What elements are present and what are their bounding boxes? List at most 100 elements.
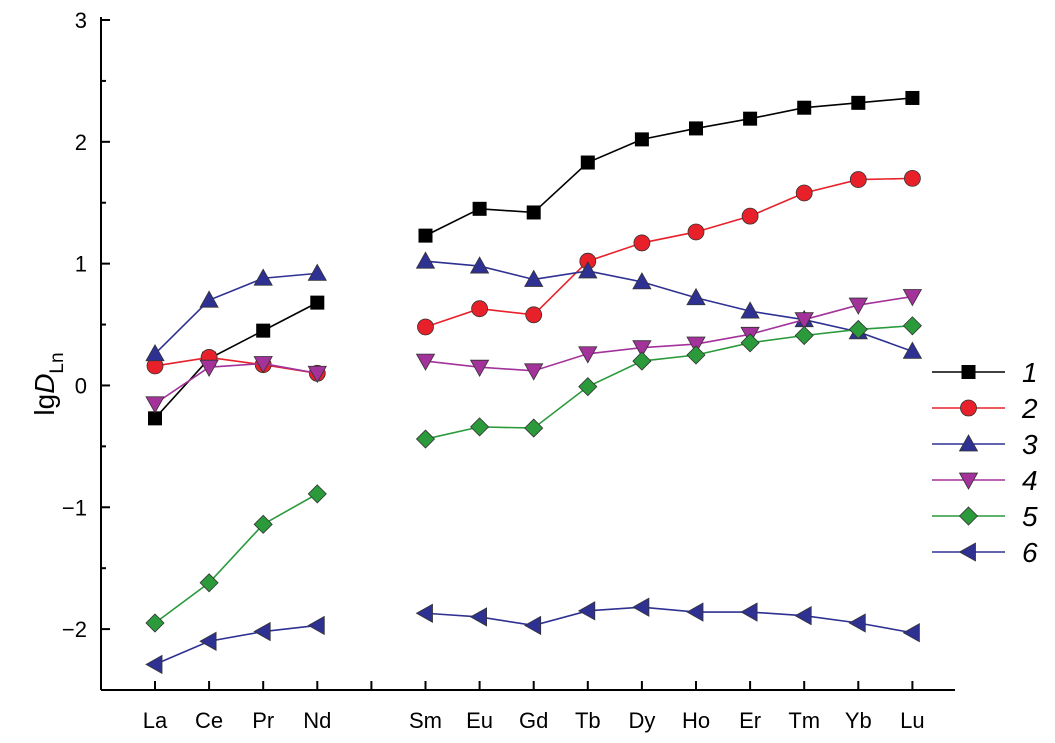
series-6-point — [902, 623, 920, 643]
series-6-point — [794, 606, 812, 626]
series-1-point — [418, 228, 433, 243]
x-tick-label: Tm — [788, 708, 820, 733]
series-4-point — [253, 356, 273, 374]
series-1-point — [689, 121, 703, 136]
series-5-point — [740, 333, 760, 353]
series-2-point — [687, 223, 705, 241]
series-5-point — [415, 429, 436, 449]
series-5-point — [794, 325, 814, 346]
series-3-point — [524, 269, 544, 287]
series-5-point — [199, 573, 219, 593]
y-tick-label: 0 — [75, 373, 87, 398]
series-3-line — [154, 272, 318, 355]
series-1-line — [154, 301, 318, 419]
series-1-point — [472, 201, 487, 216]
series-3-point — [415, 251, 436, 269]
series-6 — [145, 597, 920, 675]
series-5-line — [425, 324, 913, 440]
series-1 — [148, 90, 920, 426]
series-4-point — [524, 363, 544, 381]
legend-marker-1 — [961, 365, 976, 379]
series-4-point — [415, 353, 436, 371]
legend-marker-2 — [960, 399, 977, 417]
series-4-point — [794, 312, 814, 330]
series-3-point — [469, 256, 490, 274]
series-1-point — [797, 100, 812, 115]
x-tick-label: Pr — [252, 708, 274, 733]
series-3-point — [632, 272, 652, 290]
series-2-point — [904, 169, 921, 187]
series-5-point — [578, 377, 598, 397]
series-4-point — [307, 365, 327, 384]
x-tick-label: La — [143, 708, 168, 733]
series-4-point — [632, 340, 652, 358]
series-6-point — [848, 613, 866, 633]
x-tick-label: Lu — [900, 708, 924, 733]
series-3-point — [740, 301, 760, 319]
legend-label-2: 2 — [1021, 393, 1038, 424]
x-tick-label: Sm — [409, 708, 442, 733]
legend-marker-4 — [958, 472, 979, 490]
series-1-line — [425, 97, 913, 237]
series-2-point — [525, 306, 543, 324]
y-ticks: −2 −1 0 1 2 3 — [62, 8, 110, 642]
series-1-point — [743, 111, 758, 126]
series-2-point — [849, 171, 867, 188]
series-4-point — [145, 396, 165, 414]
series-6-point — [632, 597, 650, 617]
series-6-line — [154, 624, 318, 666]
series-5-point — [686, 345, 706, 365]
x-tick-label: Eu — [466, 708, 493, 733]
series-6-point — [199, 631, 217, 651]
axes — [100, 17, 955, 691]
series-4-point — [469, 359, 490, 377]
series-4-line — [154, 362, 318, 405]
legend-label-1: 1 — [1022, 357, 1038, 388]
series-2-line — [425, 177, 913, 328]
y-tick-label: 3 — [75, 8, 87, 33]
series-6-point — [145, 654, 163, 675]
x-tick-label: Er — [739, 708, 761, 733]
series-4-point — [902, 289, 923, 307]
y-tick-label: 1 — [75, 252, 87, 277]
series-2-point — [471, 300, 489, 318]
series-1-point — [310, 295, 325, 310]
legend-label-5: 5 — [1022, 501, 1038, 532]
legend: 1 2 3 4 5 6 — [932, 357, 1038, 568]
series-2 — [146, 169, 921, 382]
series-3-point — [686, 287, 706, 306]
series-4-point — [686, 336, 706, 354]
series-6-point — [740, 602, 758, 622]
legend-label-4: 4 — [1022, 465, 1038, 496]
legend-marker-3 — [958, 434, 979, 452]
series-5-point — [307, 484, 327, 504]
series-3-point — [578, 261, 598, 279]
series-5-point — [902, 316, 922, 336]
legend-marker-5 — [958, 506, 979, 526]
x-tick-label: Tb — [575, 708, 601, 733]
series-6-line — [425, 606, 913, 634]
series-3-point — [307, 263, 327, 281]
series-5-point — [848, 319, 868, 339]
series-6-point — [577, 601, 596, 621]
series-1-point — [148, 411, 162, 426]
series-5-point — [632, 351, 652, 371]
series-5 — [145, 316, 922, 633]
series-5-point — [145, 613, 165, 633]
series-2-point — [795, 184, 813, 202]
x-tick-label: Yb — [845, 708, 872, 733]
series-2-point — [633, 234, 651, 252]
y-tick-label: −1 — [62, 495, 87, 520]
series-2-point — [417, 318, 434, 336]
legend-label-3: 3 — [1022, 429, 1038, 460]
series-3-point — [199, 290, 219, 308]
series-5-point — [470, 417, 490, 437]
x-tick-label: Dy — [628, 708, 655, 733]
y-tick-label: −2 — [62, 617, 87, 642]
series-4-point — [848, 297, 868, 315]
x-tick-label: Nd — [303, 708, 331, 733]
y-tick-label: 2 — [75, 130, 87, 155]
series-1-point — [256, 323, 271, 338]
series-3-point — [902, 341, 923, 359]
